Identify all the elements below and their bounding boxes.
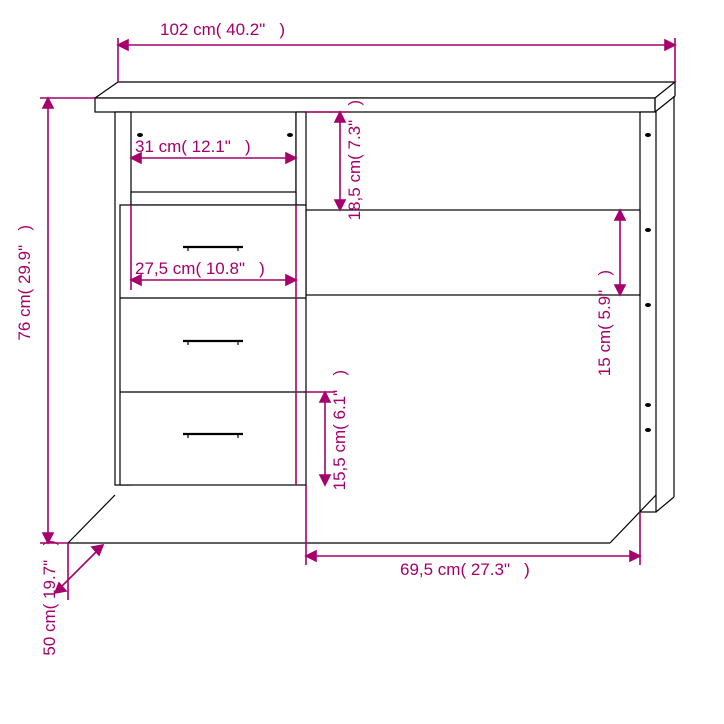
- dim-drawer-w: 27,5 cm( 10.8" ): [135, 259, 265, 279]
- dim-clearance-w: 69,5 cm( 27.3" ): [400, 560, 530, 580]
- dim-nook-h: 18,5 cm( 7.3" ): [345, 100, 365, 220]
- dim-depth: 50 cm( 19.7" ): [40, 540, 60, 656]
- dim-drawer-h: 15,5 cm( 6.1" ): [330, 370, 350, 490]
- dim-height-total: 76 cm( 29.9" ): [15, 225, 35, 341]
- dim-panel-h: 15 cm( 5.9" ): [595, 270, 615, 376]
- dim-shelf-w: 31 cm( 12.1" ): [135, 137, 251, 157]
- dim-width-total: 102 cm( 40.2" ): [160, 20, 285, 40]
